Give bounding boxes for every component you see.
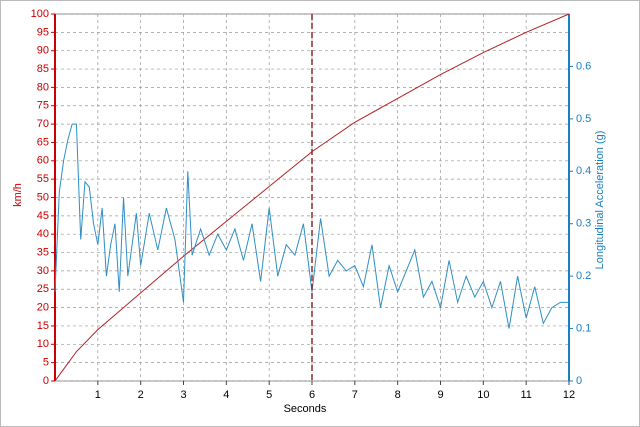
x-tick-label: 6 xyxy=(309,389,315,401)
y-tick-label: 60 xyxy=(37,155,49,167)
y-tick-label: 0 xyxy=(43,375,49,387)
y-tick-label: 100 xyxy=(31,8,49,20)
x-tick-label: 9 xyxy=(437,389,443,401)
y2-tick-label: 0.5 xyxy=(576,113,591,125)
y-tick-label: 5 xyxy=(43,357,49,369)
y-tick-label: 20 xyxy=(37,302,49,314)
y2-tick-label: 0.3 xyxy=(576,218,591,230)
y2-tick-label: 0.2 xyxy=(576,270,591,282)
y-tick-label: 50 xyxy=(37,191,49,203)
y2-tick-label: 0.1 xyxy=(576,322,591,334)
x-tick-label: 5 xyxy=(266,389,272,401)
y-tick-label: 90 xyxy=(37,45,49,57)
x-tick-label: 8 xyxy=(395,389,401,401)
x-axis-title: Seconds xyxy=(284,403,327,415)
y-tick-label: 85 xyxy=(37,63,49,75)
y-tick-label: 25 xyxy=(37,283,49,295)
y-axis-title: km/h xyxy=(12,183,24,207)
x-tick-label: 3 xyxy=(180,389,186,401)
x-tick-label: 1 xyxy=(95,389,101,401)
y2-tick-label: 0.4 xyxy=(576,165,591,177)
data-line xyxy=(54,13,570,382)
x-tick-label: 11 xyxy=(520,389,531,401)
data-line xyxy=(54,123,569,329)
y-tick-label: 80 xyxy=(37,81,49,93)
y-tick-label: 15 xyxy=(37,320,49,332)
y-tick-label: 10 xyxy=(37,338,49,350)
x-tick-label: 7 xyxy=(352,389,358,401)
y-tick-label: 95 xyxy=(37,26,49,38)
y-tick-label: 30 xyxy=(37,265,49,277)
y2-tick-label: 0 xyxy=(576,375,582,387)
y-tick-label: 75 xyxy=(37,100,49,112)
x-tick-label: 10 xyxy=(477,389,489,401)
y-tick-label: 55 xyxy=(37,173,49,185)
y2-tick-label: 0.6 xyxy=(576,60,591,72)
x-tick-label: 12 xyxy=(563,389,575,401)
y-tick-label: 40 xyxy=(37,228,49,240)
x-tick-label: 4 xyxy=(223,389,229,401)
y-tick-label: 65 xyxy=(37,136,49,148)
y-tick-label: 35 xyxy=(37,246,49,258)
y2-axis-title: Longitudinal Acceleration (g) xyxy=(594,131,606,270)
y-tick-label: 70 xyxy=(37,118,49,130)
x-tick-label: 2 xyxy=(138,389,144,401)
y-tick-label: 45 xyxy=(37,210,49,222)
